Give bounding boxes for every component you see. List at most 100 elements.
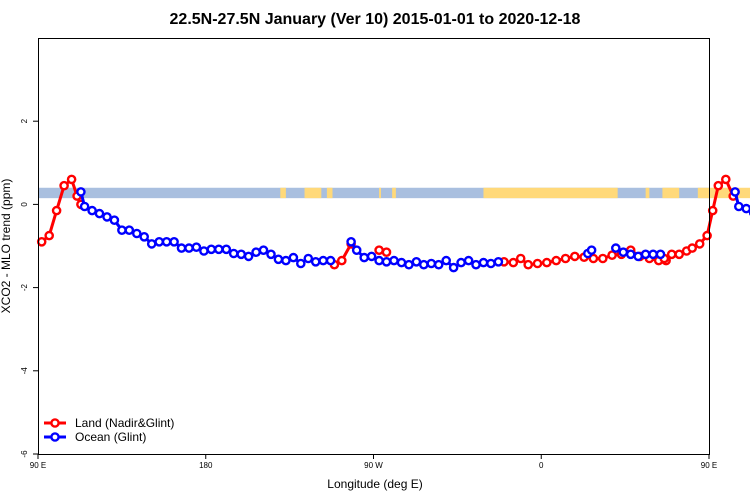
legend-swatch-marker: [50, 418, 60, 428]
y-tick-label: -2: [20, 283, 29, 291]
data-point: [213, 244, 224, 255]
data-point: [44, 230, 55, 241]
data-point: [418, 259, 429, 270]
data-point: [486, 258, 496, 269]
data-point: [336, 255, 347, 266]
data-point: [426, 258, 437, 269]
data-point: [146, 239, 157, 249]
data-point: [713, 180, 724, 191]
data-point: [648, 249, 658, 260]
data-point: [59, 180, 69, 191]
data-point: [366, 251, 377, 262]
x-tick-label: 90 E: [30, 461, 46, 470]
data-point: [124, 225, 135, 235]
data-point: [191, 242, 202, 252]
data-point: [346, 236, 356, 247]
data-point: [288, 252, 299, 263]
legend-swatch-marker: [50, 432, 60, 442]
data-point: [741, 203, 750, 214]
land-patch: [304, 187, 322, 199]
data-point: [448, 262, 459, 273]
data-point: [228, 248, 239, 259]
data-point: [618, 247, 629, 257]
chart-title: 22.5N-27.5N January (Ver 10) 2015-01-01 …: [170, 11, 581, 28]
data-point: [94, 208, 105, 219]
x-axis-label: Longitude (deg E): [327, 477, 422, 491]
land-patch: [326, 187, 333, 199]
land-ocean-band: [38, 187, 750, 199]
data-point: [396, 257, 407, 268]
data-point: [411, 256, 422, 267]
data-point: [318, 255, 329, 266]
data-point: [389, 255, 399, 266]
data-point: [588, 253, 599, 264]
data-point: [374, 245, 384, 255]
data-point: [551, 255, 562, 266]
data-point: [463, 255, 474, 266]
data-point: [161, 236, 172, 247]
data-point: [184, 243, 194, 253]
data-point: [456, 257, 466, 268]
series-ocean: [76, 187, 750, 273]
data-point: [655, 249, 666, 260]
data-point: [640, 249, 651, 260]
data-point: [598, 253, 608, 264]
series-layer: [36, 174, 750, 273]
data-point: [66, 174, 77, 185]
data-point: [441, 255, 452, 266]
data-point: [51, 205, 62, 216]
legend: Land (Nadir&Glint)Ocean (Glint): [44, 416, 174, 444]
data-point: [515, 253, 526, 264]
data-point: [325, 255, 336, 266]
x-tick-label: 0: [539, 461, 544, 470]
data-point: [351, 245, 362, 255]
data-point: [586, 245, 597, 255]
series-land: [36, 174, 739, 270]
y-tick-label: -6: [20, 450, 29, 458]
data-point: [243, 251, 254, 262]
data-point: [310, 256, 321, 267]
data-point: [433, 259, 444, 270]
y-axis: 2 0 -2 -4 -6: [20, 118, 38, 458]
y-axis-label: XCO2 - MLO trend (ppm): [0, 179, 13, 314]
data-point: [258, 245, 269, 255]
data-point: [109, 215, 120, 225]
data-point: [702, 230, 712, 241]
data-point: [625, 249, 636, 260]
data-point: [666, 249, 677, 260]
data-point: [131, 228, 142, 239]
land-patch: [697, 187, 750, 199]
y-tick-label: 0: [20, 202, 29, 207]
series-line: [733, 191, 750, 213]
data-point: [607, 250, 617, 260]
x-axis: 90 E 180 90 W 0 90 E: [30, 454, 717, 470]
legend-label: Land (Nadir&Glint): [75, 416, 174, 430]
legend-label: Ocean (Glint): [75, 430, 146, 444]
data-point: [674, 249, 685, 260]
data-point: [707, 205, 718, 216]
x-tick-label: 180: [199, 461, 213, 470]
data-point: [687, 243, 698, 253]
data-point: [154, 236, 164, 247]
data-point: [508, 257, 519, 268]
data-point: [404, 259, 414, 270]
data-point: [281, 255, 291, 266]
data-point: [493, 256, 504, 267]
data-point: [542, 257, 552, 268]
data-point: [532, 258, 543, 269]
data-point: [734, 201, 744, 212]
data-point: [176, 243, 187, 253]
data-point: [273, 254, 284, 265]
data-point: [87, 205, 97, 216]
data-point: [206, 244, 217, 255]
data-point: [471, 259, 481, 270]
data-point: [611, 243, 621, 253]
data-point: [169, 236, 179, 247]
data-point: [236, 249, 246, 260]
land-patch: [662, 187, 680, 199]
data-point: [295, 258, 306, 269]
x-tick-label: 90 E: [701, 461, 717, 470]
data-point: [251, 247, 261, 257]
data-point: [76, 187, 86, 197]
data-point: [381, 247, 392, 257]
